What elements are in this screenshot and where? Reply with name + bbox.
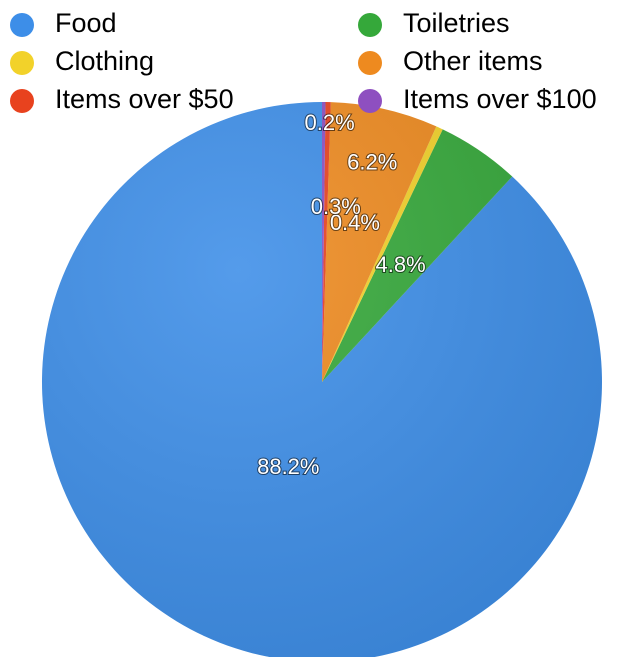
legend-swatch	[358, 51, 382, 75]
pie-slices	[42, 101, 602, 657]
legend-swatch	[358, 13, 382, 37]
legend-swatch	[10, 13, 34, 37]
legend-label: Other items	[403, 46, 543, 76]
legend: Food Toiletries Clothing Other items Items o…	[10, 8, 597, 114]
legend-swatch	[10, 51, 34, 75]
slice-label: 6.2%	[347, 150, 397, 175]
slice-label: 0.2%	[305, 110, 355, 135]
slice-label: 4.8%	[376, 252, 426, 277]
slice-label: 0.3%	[311, 194, 361, 219]
legend-label: Food	[55, 8, 117, 38]
legend-label: Clothing	[55, 46, 154, 76]
legend-swatch	[358, 89, 382, 113]
slice-label: 88.2%	[257, 454, 319, 479]
slice-label: 0.4%	[330, 210, 380, 235]
legend-label: Items over $50	[55, 84, 234, 114]
legend-label: Toiletries	[403, 8, 510, 38]
pie-slice-food	[42, 102, 602, 657]
legend-label: Items over $100	[403, 84, 597, 114]
slice-labels: 88.2% 4.8% 0.4% 6.2% 0.3% 0.2%	[256, 109, 427, 480]
legend-swatch	[10, 89, 34, 113]
